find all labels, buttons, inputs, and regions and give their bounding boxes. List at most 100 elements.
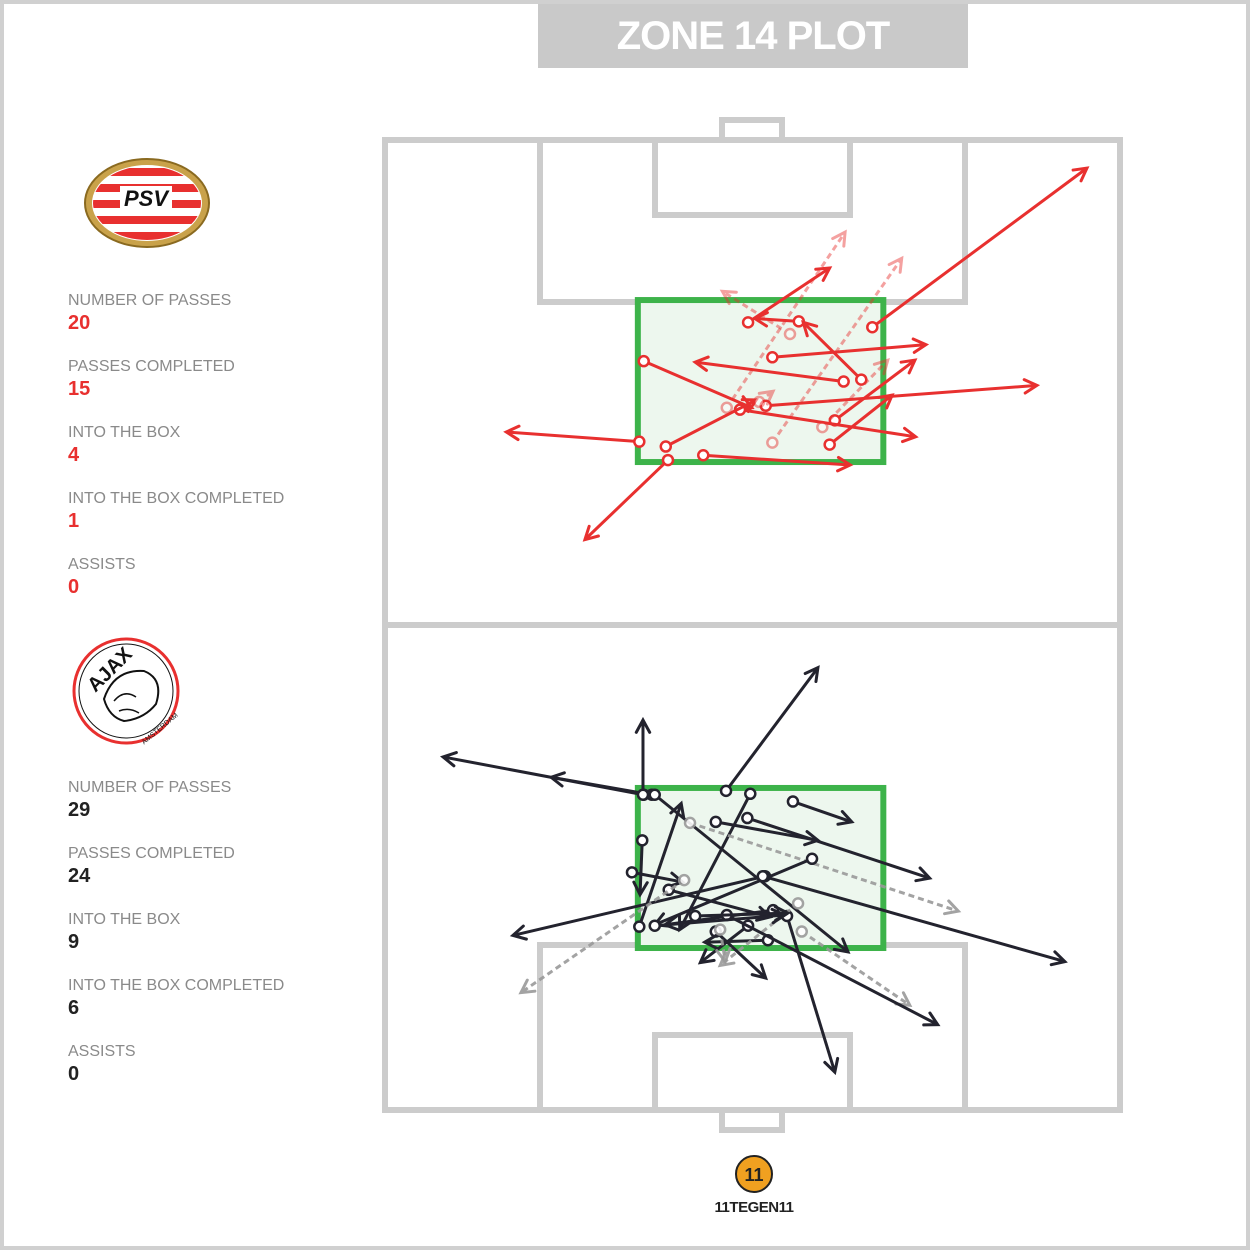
pass-arrowhead bbox=[669, 800, 686, 819]
pass-line bbox=[654, 913, 785, 928]
pass-origin-marker bbox=[688, 909, 702, 923]
pass-arrowhead bbox=[770, 907, 788, 925]
pass-origin-marker bbox=[720, 401, 734, 414]
pass-origin-marker bbox=[636, 834, 649, 847]
pass-arrowhead bbox=[832, 937, 851, 954]
svg-text:11: 11 bbox=[744, 1165, 763, 1185]
pass-line bbox=[802, 321, 863, 381]
pass-line bbox=[726, 913, 939, 1026]
pass-line bbox=[699, 924, 750, 964]
pass-origin-marker bbox=[855, 373, 868, 386]
pass-arrowhead bbox=[814, 266, 833, 282]
pass-incomplete bbox=[752, 389, 776, 409]
pitch bbox=[382, 117, 1123, 1133]
pass-line bbox=[719, 902, 800, 967]
pass-line bbox=[689, 821, 959, 913]
pass-incomplete bbox=[518, 873, 691, 995]
stat-value: 9 bbox=[68, 931, 80, 953]
pass-completed bbox=[866, 166, 1090, 334]
pass-origin-marker bbox=[636, 788, 650, 801]
pass-line bbox=[583, 459, 670, 541]
pass-completed bbox=[634, 716, 652, 801]
stat-value: 6 bbox=[68, 997, 80, 1019]
pass-arrowhead bbox=[692, 355, 710, 372]
pass-line bbox=[703, 453, 851, 467]
pass-arrowhead bbox=[831, 229, 847, 248]
pass-completed bbox=[823, 393, 895, 451]
pass-completed bbox=[719, 665, 820, 798]
pass-incomplete bbox=[720, 229, 847, 414]
pass-arrowhead bbox=[715, 946, 732, 965]
pass-completed bbox=[439, 751, 650, 801]
pass-completed bbox=[751, 311, 806, 328]
pass-arrowhead bbox=[1022, 378, 1041, 395]
stat-value: 0 bbox=[68, 1063, 80, 1085]
stat-label: NUMBER OF PASSES bbox=[68, 779, 232, 796]
pass-arrowhead bbox=[836, 810, 855, 826]
pass-incomplete bbox=[766, 255, 904, 449]
pass-arrowhead bbox=[922, 1011, 941, 1027]
pass-arrowhead bbox=[750, 963, 769, 981]
pass-arrowhead bbox=[803, 665, 820, 684]
ajax-stats: NUMBER OF PASSES 29 PASSES COMPLETED 24 IN… bbox=[68, 779, 284, 1109]
pass-origin-marker bbox=[823, 438, 836, 451]
pass-incomplete bbox=[713, 923, 732, 965]
pass-line bbox=[704, 938, 768, 944]
pass-origin-marker bbox=[741, 811, 754, 825]
pass-origin-marker bbox=[759, 399, 772, 413]
pass-line bbox=[747, 266, 831, 324]
pass-arrowhead bbox=[548, 771, 566, 788]
pass-completed bbox=[741, 266, 833, 329]
stat-label: PASSES COMPLETED bbox=[68, 358, 235, 375]
pass-origin-marker bbox=[837, 375, 850, 388]
stat-value: 29 bbox=[68, 799, 91, 821]
pass-arrowhead bbox=[697, 948, 716, 965]
pass-origin-marker bbox=[866, 320, 879, 334]
pass-origin-marker bbox=[741, 316, 755, 329]
brand-emblem-icon: 11 bbox=[735, 1155, 773, 1193]
pass-line bbox=[800, 930, 911, 1007]
pass-arrowhead bbox=[1071, 166, 1090, 183]
pass-completed bbox=[697, 449, 854, 473]
pass-line bbox=[772, 343, 927, 359]
pass-origin-marker bbox=[648, 788, 661, 801]
pass-incomplete bbox=[717, 897, 805, 968]
stat-value: 20 bbox=[68, 312, 91, 334]
pass-arrowhead bbox=[503, 424, 521, 442]
pass-arrowhead bbox=[717, 951, 736, 968]
stat-label: INTO THE BOX bbox=[68, 911, 181, 928]
pass-incomplete bbox=[719, 289, 797, 341]
svg-text:PSV: PSV bbox=[124, 186, 170, 211]
pass-origin-marker bbox=[752, 395, 766, 409]
stat-label: PASSES COMPLETED bbox=[68, 845, 235, 862]
pass-line bbox=[520, 878, 685, 994]
stat-value: 24 bbox=[68, 865, 91, 887]
pass-arrowhead bbox=[836, 455, 854, 473]
pass-line bbox=[821, 359, 889, 429]
pass-line bbox=[694, 360, 844, 384]
pass-arrowhead bbox=[701, 933, 719, 951]
pass-arrowhead bbox=[1049, 950, 1068, 967]
pass-line bbox=[725, 231, 847, 409]
pass-line bbox=[828, 393, 894, 446]
pass-incomplete bbox=[816, 357, 890, 434]
pass-arrowhead bbox=[901, 426, 919, 444]
stat-value: 15 bbox=[68, 378, 91, 400]
pass-line bbox=[721, 290, 791, 336]
pass-line bbox=[746, 816, 931, 880]
pass-completed bbox=[800, 320, 868, 386]
top-goal bbox=[719, 117, 785, 143]
pass-arrowhead bbox=[719, 289, 738, 306]
bottom-six-yard-box bbox=[652, 1032, 853, 1113]
pass-origin-marker bbox=[659, 440, 673, 453]
stat-value: 4 bbox=[68, 444, 80, 466]
pass-line bbox=[833, 358, 916, 422]
ajax-logo: AJAX AMSTERDAM bbox=[72, 637, 180, 746]
pass-line bbox=[695, 911, 788, 918]
pass-arrowhead bbox=[876, 393, 895, 410]
pass-arrowhead bbox=[911, 337, 930, 354]
pass-arrowhead bbox=[823, 1056, 840, 1076]
stat-value: 1 bbox=[68, 510, 80, 532]
pass-line bbox=[758, 390, 774, 404]
pass-origin-marker bbox=[633, 920, 646, 933]
